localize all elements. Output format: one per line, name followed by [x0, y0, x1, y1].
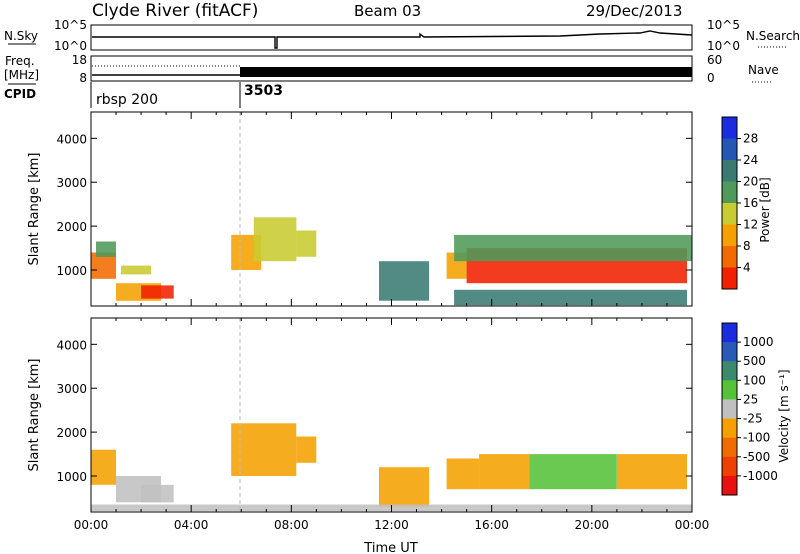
- pwr-ytick-label: 3000: [56, 176, 87, 190]
- pwr-colorbar-swatch: [722, 224, 737, 247]
- cpid-entry-3503: 3503: [244, 83, 283, 99]
- vel-colorbar-swatch: [722, 418, 737, 439]
- pwr-colorbar-tick-label: 20: [743, 175, 758, 189]
- vel-colorbar-swatch: [722, 361, 737, 381]
- nave-tick-top: 60: [707, 53, 722, 67]
- vel-colorbar-swatch: [722, 399, 737, 419]
- nsky-tick-top: 10^5: [54, 18, 87, 32]
- power-colorbar: 4 8 12 16 20 24 28: [721, 116, 758, 290]
- vel-data-region-3: [231, 423, 297, 476]
- pwr-colorbar-tick-label: 24: [743, 153, 758, 167]
- vel-data-region-5: [379, 467, 430, 507]
- velocity-colorbar-label: Velocity [m s⁻¹]: [777, 369, 791, 462]
- nave-label: Nave: [748, 63, 779, 77]
- pwr-data-region-7: [296, 230, 317, 257]
- vel-colorbar-tick-label: 25: [743, 392, 758, 406]
- vel-colorbar-swatch: [722, 437, 737, 458]
- pwr-colorbar-swatch: [722, 160, 737, 182]
- pwr-data-region-11: [454, 234, 692, 262]
- vel-ytick-label: 4000: [56, 338, 87, 352]
- pwr-colorbar-tick-label: 28: [743, 132, 758, 146]
- vel-colorbar-swatch: [722, 342, 737, 362]
- xaxis-title: Time UT: [363, 541, 417, 554]
- nsky-trace: [92, 30, 693, 49]
- vel-colorbar-tick-label: -100: [743, 431, 770, 445]
- nave-tick-bottom: 0: [707, 71, 715, 85]
- vel-colorbar-swatch: [722, 323, 737, 343]
- xtick-label: 20:00: [575, 518, 610, 532]
- pwr-colorbar-tick-label: 12: [743, 218, 758, 232]
- pwr-colorbar-swatch: [722, 138, 737, 161]
- vel-data-region-2: [141, 484, 174, 503]
- nsky-label: N.Sky: [4, 29, 38, 43]
- pwr-data-region-2: [121, 265, 151, 275]
- pwr-colorbar-tick-label: 4: [743, 261, 751, 275]
- pwr-ytick-label: 2000: [56, 220, 87, 234]
- vel-data-region-6: [446, 458, 480, 490]
- vel-ytick-label: 1000: [56, 470, 87, 484]
- vel-ytick-label: 2000: [56, 426, 87, 440]
- vel-colorbar-swatch: [722, 475, 737, 496]
- nsearch-tick-top: 10^5: [707, 18, 740, 32]
- pwr-colorbar-swatch: [722, 267, 737, 290]
- xtick-label: 08:00: [274, 518, 309, 532]
- vel-data-region-0: [91, 449, 116, 485]
- xtick-label: 00:00: [675, 518, 710, 532]
- vel-data-region-4: [296, 436, 317, 463]
- vel-colorbar-tick-label: -25: [743, 412, 763, 426]
- vel-colorbar-tick-label: 1000: [743, 335, 774, 349]
- pwr-data-region-8: [379, 261, 430, 301]
- pwr-colorbar-tick-label: 16: [743, 196, 758, 210]
- vel-data-region-9: [616, 454, 687, 490]
- pwr-ytick-label: 1000: [56, 264, 87, 278]
- pwr-data-region-3: [141, 285, 174, 299]
- vel-colorbar-tick-label: 500: [743, 354, 766, 368]
- nsky-tick-bottom: 10^0: [54, 39, 87, 53]
- pwr-data-region-12: [454, 289, 687, 306]
- station-title: Clyde River (fitACF): [92, 1, 258, 21]
- vel-colorbar-swatch: [722, 456, 737, 477]
- pwr-data-region-6: [253, 217, 297, 262]
- xtick-label: 00:00: [74, 518, 109, 532]
- pwr-colorbar-swatch: [722, 203, 737, 225]
- nsearch-label: N.Search: [746, 29, 800, 43]
- xtick-label: 16:00: [474, 518, 509, 532]
- vel-data-region-7: [479, 454, 530, 490]
- pwr-colorbar-swatch: [722, 246, 737, 268]
- velocity-panel: 1000 2000 3000 4000 00:00 04:00 08:00 12:00 16:…: [27, 317, 791, 532]
- vel-colorbar-swatch: [722, 380, 737, 400]
- pwr-colorbar-swatch: [722, 181, 737, 204]
- freq-label: Freq.: [5, 54, 35, 68]
- cpid-entry-rbsp: rbsp 200: [96, 92, 158, 108]
- date-title: 29/Dec/2013: [586, 2, 682, 20]
- pwr-data-region-4: [96, 241, 116, 257]
- nsky-panel-frame: [90, 24, 693, 51]
- power-colorbar-label: Power [dB]: [758, 177, 772, 242]
- pwr-ytick-label: 4000: [56, 132, 87, 146]
- velocity-ylabel: Slant Range [km]: [27, 359, 42, 472]
- freq-unit: [MHz]: [4, 68, 39, 82]
- freq-tick-bottom: 8: [79, 71, 87, 85]
- cpid-label: CPID: [4, 87, 36, 101]
- power-panel: 1000 2000 3000 4000 Slant Range [km] 4 8 12 16…: [27, 111, 772, 307]
- vel-ytick-label: 3000: [56, 382, 87, 396]
- vel-colorbar-tick-label: 100: [743, 373, 766, 387]
- vel-data-region-8: [529, 454, 617, 490]
- pwr-colorbar-swatch: [722, 117, 737, 139]
- beam-title: Beam 03: [354, 2, 421, 20]
- vel-colorbar-frame: [721, 322, 738, 496]
- xtick-label: 04:00: [174, 518, 209, 532]
- nave-dense-trace: [240, 67, 692, 77]
- velocity-colorbar: 1000 500 100 25 -25 -100 -500 -1000: [721, 322, 778, 496]
- pwr-colorbar-tick-label: 8: [743, 239, 751, 253]
- freq-tick-top: 18: [72, 53, 87, 67]
- vel-colorbar-tick-label: -1000: [743, 469, 778, 483]
- xtick-label: 12:00: [374, 518, 409, 532]
- vel-colorbar-tick-label: -500: [743, 450, 770, 464]
- nsearch-tick-bottom: 10^0: [707, 39, 740, 53]
- power-ylabel: Slant Range [km]: [27, 153, 42, 266]
